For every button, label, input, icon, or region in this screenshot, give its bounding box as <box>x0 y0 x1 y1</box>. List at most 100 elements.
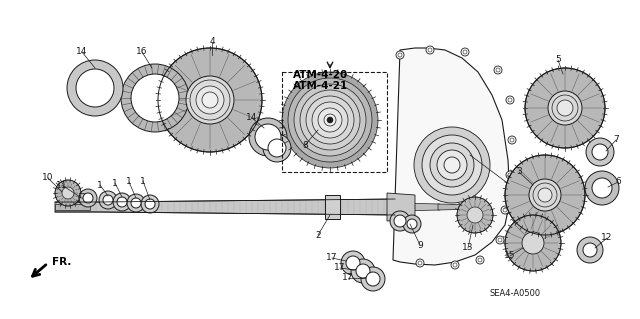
Circle shape <box>396 51 404 59</box>
Circle shape <box>249 118 287 156</box>
Circle shape <box>529 179 561 211</box>
Circle shape <box>131 74 179 122</box>
Circle shape <box>557 100 573 116</box>
Circle shape <box>538 188 552 202</box>
Circle shape <box>496 68 500 72</box>
Circle shape <box>457 197 493 233</box>
Circle shape <box>583 243 597 257</box>
Circle shape <box>55 180 81 206</box>
Circle shape <box>418 261 422 265</box>
Circle shape <box>341 251 365 275</box>
Text: 16: 16 <box>136 48 148 56</box>
Circle shape <box>585 171 619 205</box>
Circle shape <box>202 92 218 108</box>
Circle shape <box>196 86 224 114</box>
Circle shape <box>361 267 385 291</box>
Circle shape <box>416 259 424 267</box>
Bar <box>282 72 387 172</box>
Text: 5: 5 <box>555 56 561 64</box>
Circle shape <box>113 193 131 211</box>
Text: 17: 17 <box>326 254 338 263</box>
Circle shape <box>525 68 605 148</box>
Circle shape <box>127 194 145 212</box>
Text: 17: 17 <box>334 263 346 272</box>
Text: 1: 1 <box>112 179 118 188</box>
Circle shape <box>508 136 516 144</box>
Circle shape <box>508 173 512 177</box>
Circle shape <box>351 259 375 283</box>
Circle shape <box>501 206 509 214</box>
Circle shape <box>255 124 281 150</box>
Text: 1: 1 <box>126 177 132 187</box>
Polygon shape <box>55 199 395 215</box>
Circle shape <box>453 263 457 267</box>
Circle shape <box>426 46 434 54</box>
Text: ATM-4-21: ATM-4-21 <box>293 81 348 91</box>
Circle shape <box>510 138 514 142</box>
Circle shape <box>300 90 360 150</box>
Circle shape <box>312 102 348 138</box>
Circle shape <box>99 191 117 209</box>
Text: 15: 15 <box>504 251 516 261</box>
Circle shape <box>428 48 432 52</box>
Text: 9: 9 <box>417 241 423 249</box>
Circle shape <box>548 91 582 125</box>
Circle shape <box>430 143 474 187</box>
Circle shape <box>62 187 74 199</box>
Circle shape <box>67 60 123 116</box>
Circle shape <box>117 197 127 207</box>
Polygon shape <box>393 203 440 211</box>
Text: FR.: FR. <box>52 257 72 267</box>
Text: ATM-4-20: ATM-4-20 <box>293 70 348 80</box>
Circle shape <box>552 95 578 121</box>
Circle shape <box>508 98 512 102</box>
Circle shape <box>496 236 504 244</box>
Circle shape <box>103 195 113 205</box>
Text: 3: 3 <box>516 167 522 176</box>
Circle shape <box>403 215 421 233</box>
Text: 1: 1 <box>97 181 103 189</box>
Circle shape <box>494 66 502 74</box>
Text: 11: 11 <box>56 181 68 189</box>
Circle shape <box>577 237 603 263</box>
Circle shape <box>145 199 155 209</box>
Circle shape <box>83 193 93 203</box>
Text: 6: 6 <box>615 177 621 187</box>
Text: 4: 4 <box>209 38 215 47</box>
Circle shape <box>268 139 286 157</box>
Circle shape <box>324 114 336 126</box>
Circle shape <box>414 127 490 203</box>
Circle shape <box>437 150 467 180</box>
Circle shape <box>131 198 141 208</box>
Circle shape <box>318 108 342 132</box>
Polygon shape <box>387 193 415 221</box>
Circle shape <box>586 138 614 166</box>
Text: SEA4-A0500: SEA4-A0500 <box>490 290 541 299</box>
Circle shape <box>522 232 544 254</box>
Circle shape <box>366 272 380 286</box>
Text: 13: 13 <box>462 243 474 253</box>
Circle shape <box>327 117 333 123</box>
Circle shape <box>394 215 406 227</box>
Circle shape <box>282 72 378 168</box>
Circle shape <box>533 183 557 207</box>
Circle shape <box>141 195 159 213</box>
Circle shape <box>263 134 291 162</box>
Text: 7: 7 <box>613 136 619 145</box>
Circle shape <box>407 219 417 229</box>
Circle shape <box>505 155 585 235</box>
Circle shape <box>190 80 230 120</box>
Text: 10: 10 <box>42 174 54 182</box>
Circle shape <box>294 84 366 156</box>
Circle shape <box>306 96 354 144</box>
Circle shape <box>158 48 262 152</box>
Circle shape <box>463 50 467 54</box>
Circle shape <box>503 208 507 212</box>
Circle shape <box>478 258 482 262</box>
Circle shape <box>121 64 189 132</box>
Circle shape <box>76 69 114 107</box>
Text: 12: 12 <box>602 234 612 242</box>
Polygon shape <box>55 204 90 210</box>
Circle shape <box>592 178 612 198</box>
Text: 14: 14 <box>76 48 88 56</box>
